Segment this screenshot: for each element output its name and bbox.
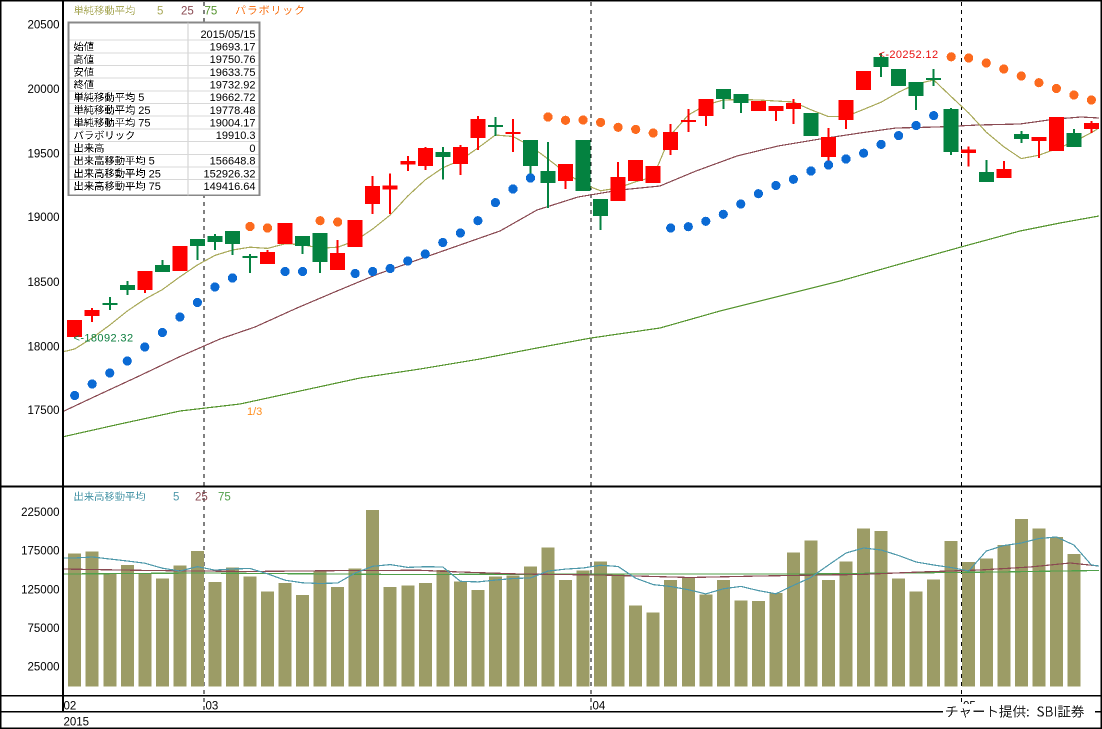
svg-text:<-18092.32: <-18092.32 — [74, 333, 134, 345]
svg-text:2015/05/15: 2015/05/15 — [200, 29, 255, 41]
svg-text:75: 75 — [218, 492, 231, 504]
svg-text:75: 75 — [205, 6, 218, 18]
svg-text:149416.64: 149416.64 — [204, 181, 256, 193]
svg-text:19693.17: 19693.17 — [210, 41, 256, 53]
svg-text:19910.3: 19910.3 — [216, 130, 256, 142]
svg-text:1/3: 1/3 — [247, 406, 262, 418]
svg-text:25000: 25000 — [28, 662, 60, 674]
svg-text:5: 5 — [149, 156, 155, 168]
svg-text:04: 04 — [593, 701, 606, 713]
svg-text:75000: 75000 — [28, 623, 60, 635]
svg-text:5: 5 — [157, 6, 163, 18]
svg-text:19750.76: 19750.76 — [210, 54, 256, 66]
svg-text:0: 0 — [249, 143, 255, 155]
svg-text:75: 75 — [138, 118, 150, 130]
svg-text:18000: 18000 — [28, 341, 60, 353]
svg-text:20500: 20500 — [28, 19, 60, 31]
svg-text:125000: 125000 — [21, 585, 59, 597]
svg-text:<-20252.12: <-20252.12 — [879, 49, 939, 61]
svg-text:5: 5 — [173, 492, 179, 504]
svg-text:25: 25 — [195, 492, 208, 504]
svg-text:152926.32: 152926.32 — [204, 168, 256, 180]
svg-text:19000: 19000 — [28, 212, 60, 224]
svg-text:18500: 18500 — [28, 277, 60, 289]
svg-text:225000: 225000 — [21, 507, 59, 519]
svg-text:19004.17: 19004.17 — [210, 118, 256, 130]
svg-text:5: 5 — [138, 92, 144, 104]
svg-text:25: 25 — [149, 168, 161, 180]
svg-text:175000: 175000 — [21, 546, 59, 558]
svg-text:19633.75: 19633.75 — [210, 67, 256, 79]
svg-text:19778.48: 19778.48 — [210, 105, 256, 117]
svg-text:17500: 17500 — [28, 405, 60, 417]
svg-text:156648.8: 156648.8 — [210, 156, 256, 168]
svg-text:75: 75 — [149, 181, 161, 193]
svg-text:2015: 2015 — [64, 717, 90, 729]
svg-text:19732.92: 19732.92 — [210, 80, 256, 92]
svg-text:25: 25 — [138, 105, 150, 117]
svg-text:03: 03 — [206, 701, 219, 713]
svg-text:02: 02 — [64, 701, 77, 713]
svg-text:19500: 19500 — [28, 148, 60, 160]
svg-text:20000: 20000 — [28, 84, 60, 96]
svg-text:25: 25 — [181, 6, 194, 18]
svg-text:19662.72: 19662.72 — [210, 92, 256, 104]
